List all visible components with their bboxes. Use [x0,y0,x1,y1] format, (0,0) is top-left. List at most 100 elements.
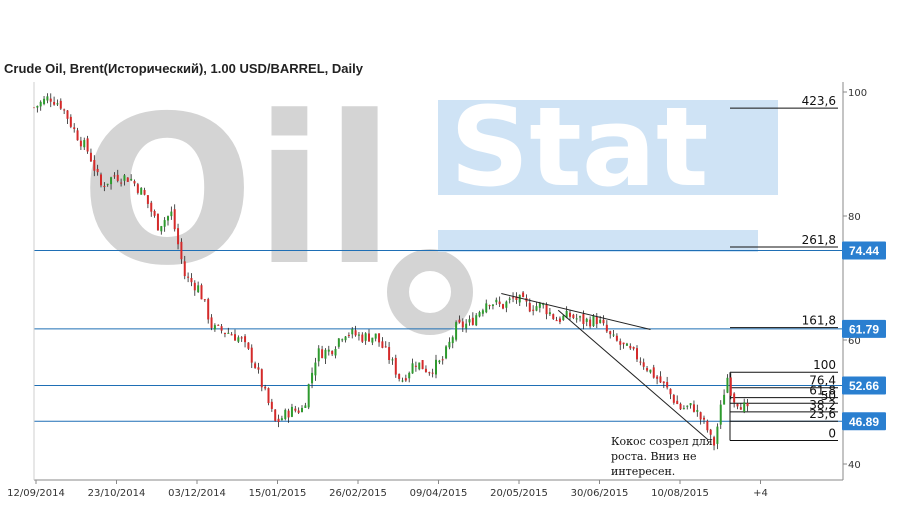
candle-down [59,100,62,109]
candle-up [280,418,283,421]
candle-down [53,101,56,105]
y-tick-label: 60 [848,336,861,347]
y-tick-label: 40 [848,460,861,471]
candle-down [662,381,665,384]
price-level-badge-label: 61.79 [849,322,879,336]
candle-down [287,410,290,418]
candle-down [146,195,149,204]
x-tick-label: 09/04/2015 [410,488,468,499]
candle-up [307,384,310,408]
x-tick-label: 23/10/2014 [88,488,146,499]
candle-up [508,298,511,300]
candle-up [468,319,471,323]
candle-down [629,345,632,349]
candle-up [371,337,374,343]
candle-up [213,325,216,330]
candle-up [438,360,441,363]
candle-down [404,378,407,381]
candle-down [69,116,72,127]
candle-down [267,388,270,404]
candle-down [622,342,625,345]
candle-up [485,303,488,313]
candle-up [612,334,615,336]
fib-level-label: 76,4 [809,374,836,388]
candle-up [170,211,173,217]
candle-down [552,314,555,319]
candle-up [411,363,414,374]
price-level-badge-label: 46.89 [849,415,879,429]
candle-up [445,346,448,359]
candle-up [716,426,719,444]
candle-up [548,312,551,315]
candle-down [709,429,712,435]
trendline [501,293,651,330]
candle-down [277,418,280,422]
candle-up [56,103,59,105]
candle-down [602,319,605,324]
watermark-stat-box [438,100,778,195]
candle-down [177,228,180,245]
candle-down [203,299,206,301]
candle-up [518,294,521,303]
candle-down [461,321,464,328]
candle-down [502,304,504,309]
candle-down [656,376,659,379]
candle-down [89,152,92,162]
candle-up [418,362,421,370]
candle-down [676,400,679,405]
candle-up [435,359,437,375]
candle-down [274,409,277,421]
candle-down [103,185,106,188]
candle-down [100,174,102,186]
candle-up [726,377,729,393]
candle-down [706,420,709,431]
candle-up [599,319,602,323]
candle-up [535,306,538,311]
candle-up [565,310,568,318]
candle-down [183,261,186,277]
chart-annotation: Кокос созрел для роста. Вниз не интересен. [611,435,713,478]
candle-up [341,339,344,341]
chart-title: Crude Oil, Brent(Исторический), 1.00 USD… [4,61,363,76]
candle-up [83,140,86,148]
candle-up [495,299,498,303]
candle-down [378,333,381,343]
candle-up [592,315,595,327]
candle-up [579,316,582,318]
y-tick-label: 80 [848,212,861,223]
candle-up [743,402,746,412]
candle-down [555,320,558,322]
candle-down [582,314,585,325]
candle-down [532,309,535,311]
candle-down [692,404,695,412]
candle-up [227,332,230,334]
candle-down [193,282,196,291]
fib-level-label: 38,2 [809,398,836,412]
candle-down [488,305,491,307]
x-tick-label: 10/08/2015 [651,488,709,499]
candle-up [542,303,545,306]
candle-down [619,341,622,345]
candle-down [234,334,236,341]
candle-up [43,98,46,104]
candle-down [569,312,571,317]
candle-down [388,347,391,361]
candle-down [63,109,66,111]
candle-down [156,213,159,231]
candle-up [351,329,354,335]
fib-level-label: 423,6 [802,94,836,108]
candle-down [223,332,226,334]
candle-down [73,127,76,129]
candle-up [160,226,163,232]
candle-down [220,326,223,331]
candle-up [465,323,468,329]
candle-down [746,403,749,407]
candle-down [605,324,608,332]
candle-down [572,314,575,319]
candle-up [130,178,133,181]
candle-down [558,318,561,322]
watermark-oil-text: Oil [80,73,395,311]
candle-up [401,380,404,382]
candle-down [421,360,424,370]
